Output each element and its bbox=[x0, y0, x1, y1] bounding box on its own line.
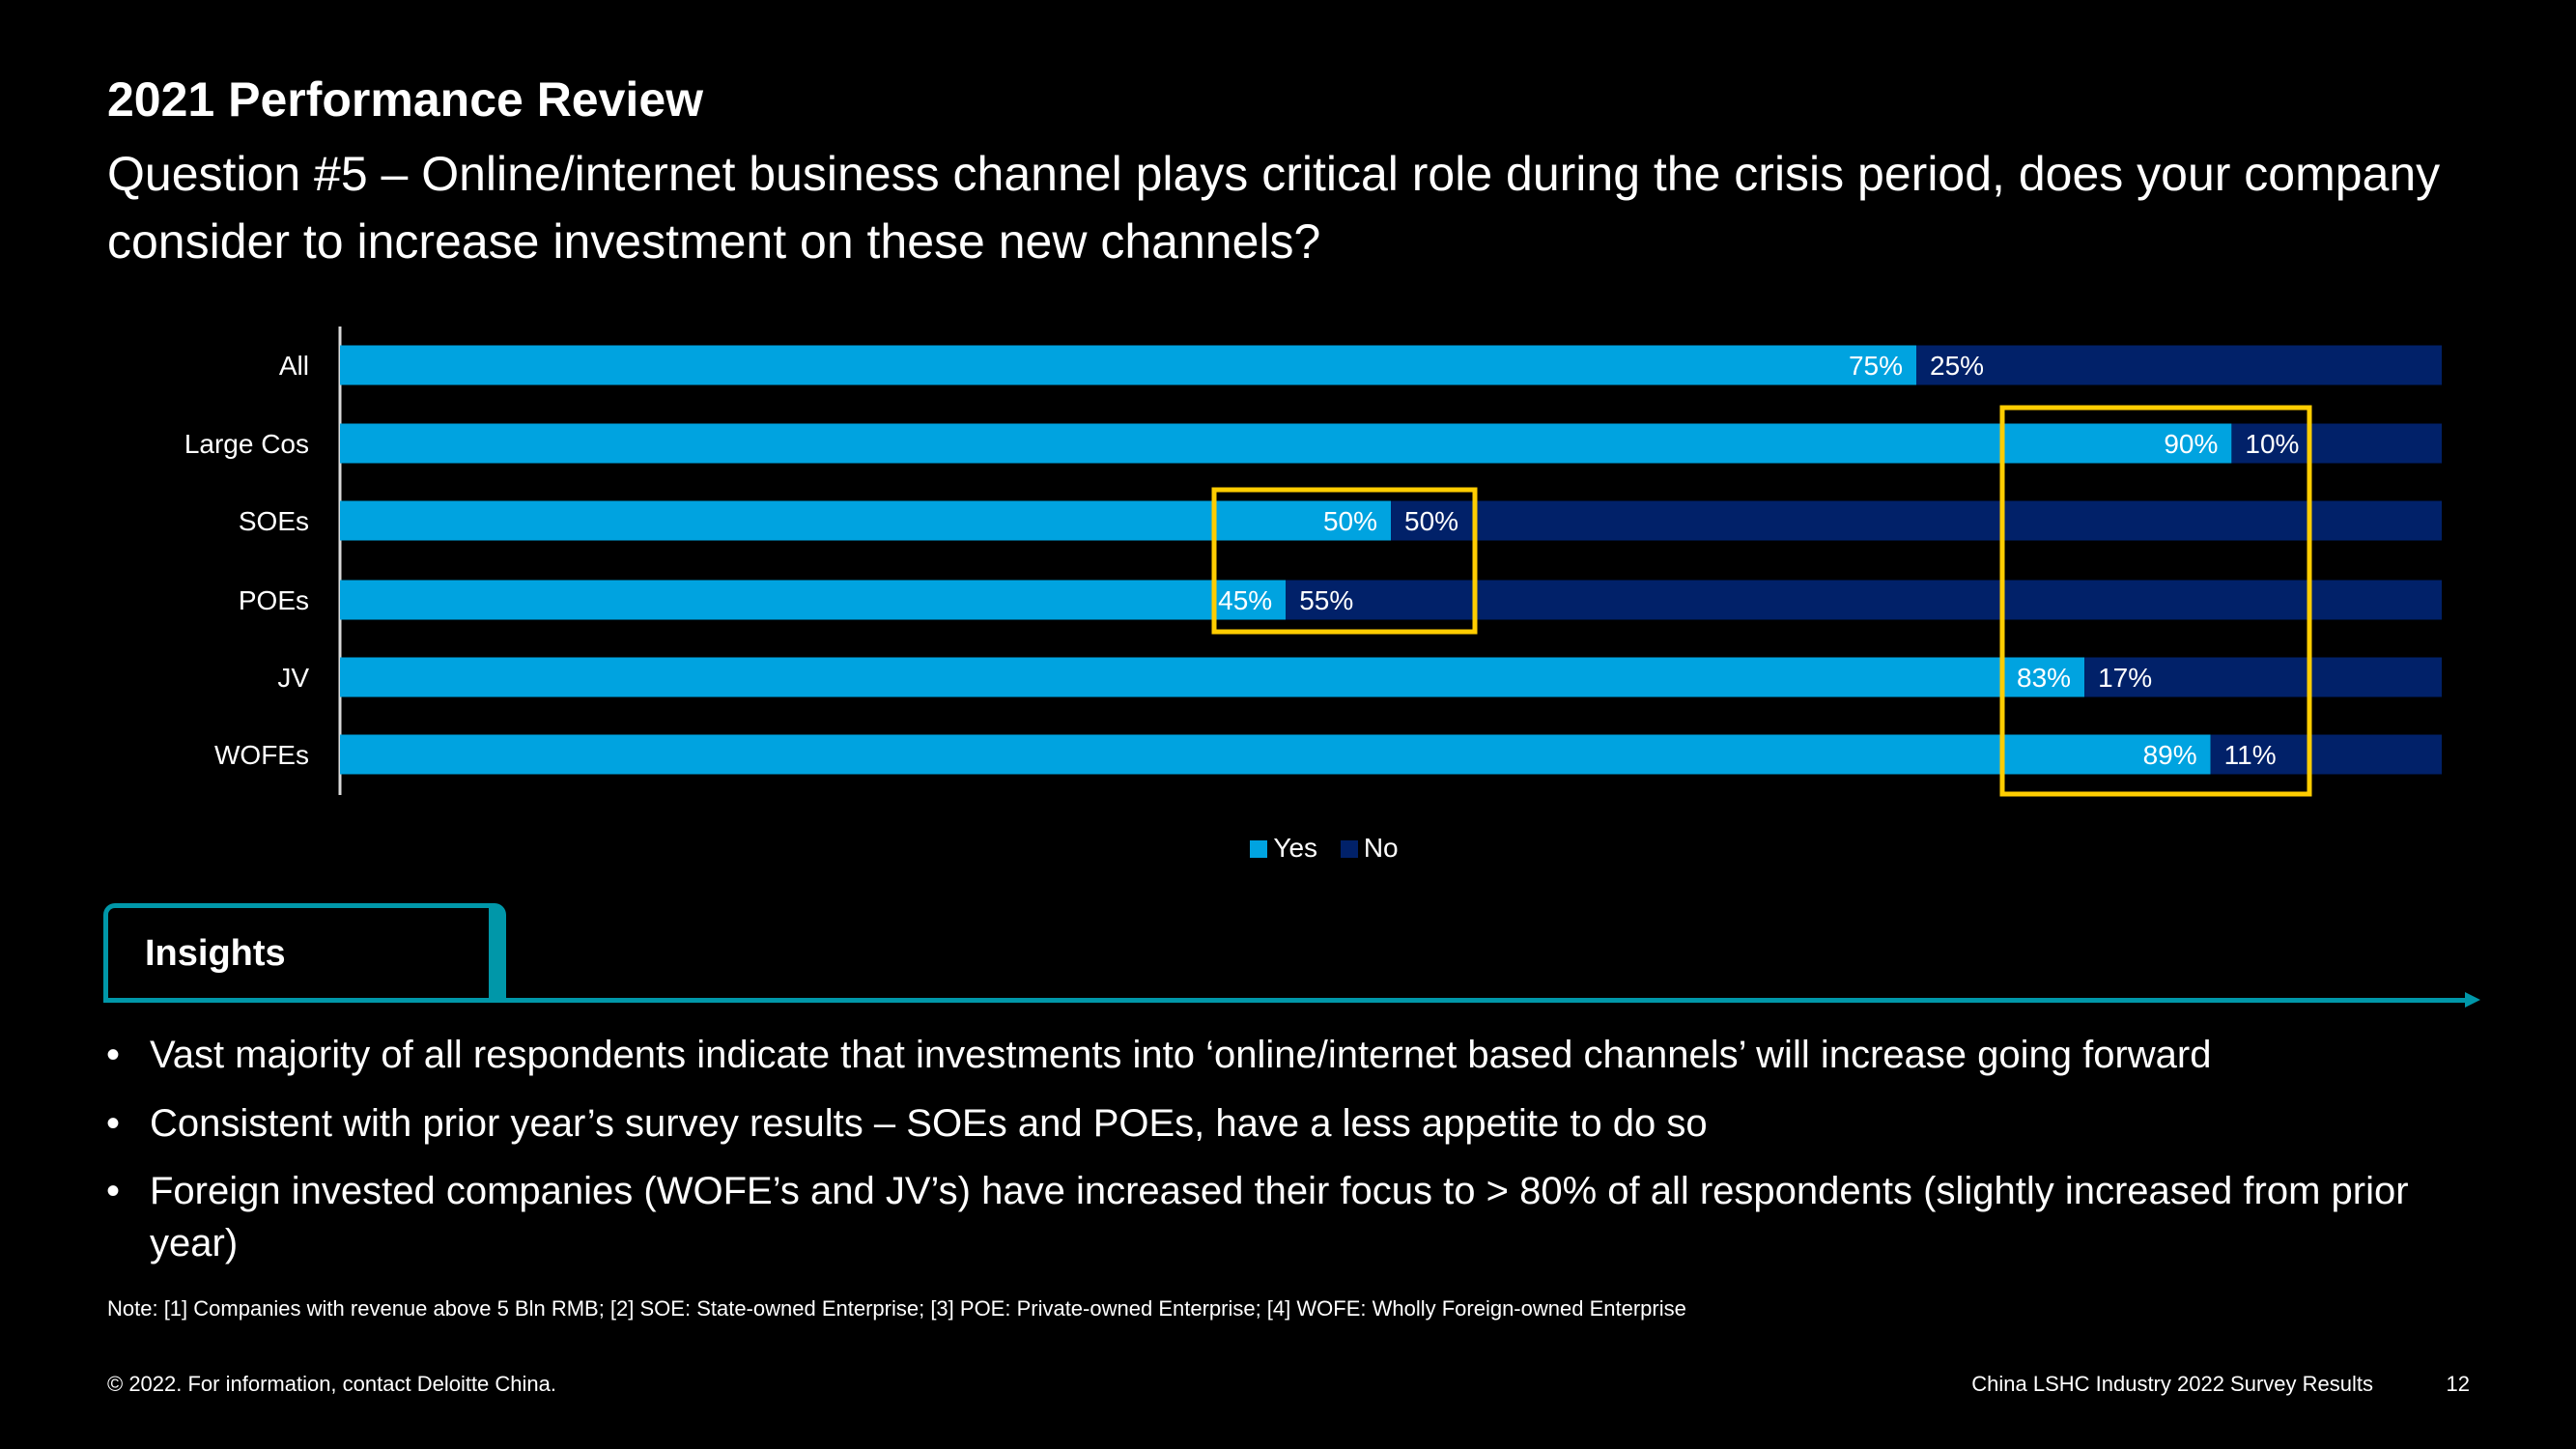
bar-no bbox=[1391, 500, 2442, 541]
slide-title: 2021 Performance Review bbox=[107, 72, 704, 127]
bar-no bbox=[1286, 580, 2442, 620]
legend-swatch-no bbox=[1340, 840, 1358, 858]
category-label: All bbox=[279, 351, 309, 381]
bar-no bbox=[2084, 657, 2442, 697]
bar-yes bbox=[340, 734, 2211, 775]
highlight-box-large-foreign bbox=[1999, 405, 2312, 797]
insights-tab bbox=[103, 903, 506, 1002]
bar-no bbox=[2210, 734, 2442, 775]
insight-bullet: Vast majority of all respondents indicat… bbox=[106, 1029, 2444, 1081]
category-label: SOEs bbox=[239, 506, 309, 536]
bar-yes bbox=[340, 423, 2232, 464]
data-label-yes: 89% bbox=[2143, 740, 2197, 770]
bar-no bbox=[2231, 423, 2442, 464]
legend-label-yes: Yes bbox=[1273, 833, 1318, 863]
bar-yes bbox=[340, 345, 1916, 385]
copyright: © 2022. For information, contact Deloitt… bbox=[107, 1372, 556, 1396]
legend-label-no: No bbox=[1363, 833, 1399, 863]
data-label-no: 17% bbox=[2098, 663, 2152, 693]
data-label-yes: 90% bbox=[2164, 429, 2218, 459]
data-label-yes: 50% bbox=[1323, 506, 1377, 536]
data-label-yes: 83% bbox=[2017, 663, 2071, 693]
arrow-head-icon bbox=[2465, 992, 2480, 1008]
data-label-no: 10% bbox=[2245, 429, 2299, 459]
bar-yes bbox=[340, 500, 1391, 541]
data-label-no: 50% bbox=[1404, 506, 1458, 536]
insights-label: Insights bbox=[145, 933, 286, 974]
bar-yes bbox=[340, 580, 1287, 620]
data-label-no: 25% bbox=[1930, 351, 1984, 381]
category-label: Large Cos bbox=[184, 429, 309, 459]
highlight-box-soe-poe bbox=[1211, 487, 1478, 635]
chart-legend: Yes No bbox=[0, 833, 2576, 864]
page-number: 12 bbox=[2446, 1372, 2470, 1396]
data-label-no: 55% bbox=[1299, 585, 1353, 615]
bar-no bbox=[1916, 345, 2442, 385]
category-label: JV bbox=[277, 663, 309, 693]
bar-yes bbox=[340, 657, 2085, 697]
data-label-yes: 75% bbox=[1849, 351, 1903, 381]
legend-no: No bbox=[1340, 833, 1399, 863]
legend-yes: Yes bbox=[1250, 833, 1317, 863]
insights-divider bbox=[103, 998, 2470, 1003]
data-label-no: 11% bbox=[2224, 740, 2277, 770]
footnote: Note: [1] Companies with revenue above 5… bbox=[107, 1296, 1686, 1321]
document-title: China LSHC Industry 2022 Survey Results bbox=[1971, 1372, 2373, 1396]
legend-swatch-yes bbox=[1250, 840, 1268, 858]
insight-bullet: Consistent with prior year’s survey resu… bbox=[106, 1097, 2444, 1150]
stacked-bar-chart: All 75% 25% Large Cos 90% 10% SOEs 50% 50% POEs 45… bbox=[184, 327, 2442, 797]
category-label: POEs bbox=[239, 585, 309, 615]
category-label: WOFEs bbox=[214, 740, 309, 770]
question-text: Question #5 – Online/internet business c… bbox=[107, 147, 2441, 269]
insight-bullet: Foreign invested companies (WOFE’s and J… bbox=[106, 1165, 2444, 1269]
data-label-yes: 45% bbox=[1218, 585, 1272, 615]
